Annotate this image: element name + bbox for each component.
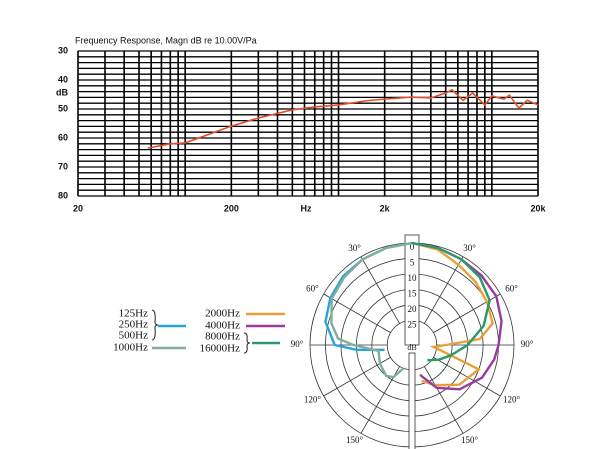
polar-curve: [411, 241, 491, 362]
r-tick-label: 5: [410, 258, 415, 268]
y-tick-label: 50: [58, 103, 68, 113]
legend-brace: [243, 332, 251, 354]
polar-curve: [330, 241, 413, 379]
angle-label: 150°: [461, 435, 479, 445]
angle-label: 120°: [304, 395, 322, 405]
x-tick-label: 20: [73, 203, 83, 213]
r-tick-label: 0: [410, 242, 415, 252]
legend-label: 8000Hz: [205, 331, 240, 343]
spoke: [424, 366, 464, 434]
y-tick-label: 30: [58, 45, 68, 55]
x-tick-label: 2k: [380, 203, 391, 213]
x-tick-label: 200: [224, 203, 239, 213]
legend-label: 4000Hz: [205, 320, 240, 332]
spoke: [360, 256, 400, 324]
legend-label: 16000Hz: [200, 343, 240, 355]
angle-label: 120°: [503, 395, 521, 405]
polar-curve: [411, 241, 494, 387]
angle-label: 90°: [521, 339, 534, 349]
rear-slit: [408, 352, 416, 449]
y-tick-label: 70: [58, 161, 68, 171]
x-tick-label: 20k: [530, 203, 546, 213]
r-tick-label: 20: [408, 304, 418, 314]
y-axis-label: dB: [56, 87, 68, 97]
polar-curve: [324, 241, 413, 352]
legend-label: 125Hz: [119, 308, 148, 320]
angle-label: 30°: [348, 243, 361, 253]
response-line: [147, 88, 539, 149]
r-tick-label: 10: [408, 273, 418, 283]
r-axis-label: dB: [407, 343, 416, 352]
label-strip: [404, 234, 420, 346]
angle-label: 150°: [346, 435, 364, 445]
angle-label: 30°: [463, 243, 476, 253]
r-tick-label: 15: [408, 288, 418, 298]
spoke: [433, 357, 501, 397]
legend-label: 250Hz: [119, 319, 148, 331]
y-tick-label: 60: [58, 132, 68, 142]
angle-label: 60°: [505, 284, 518, 294]
angle-label: 60°: [306, 284, 319, 294]
spoke: [424, 256, 464, 324]
legend-brace: [151, 309, 159, 341]
chart-title: Frequency Response, Magn dB re 10.00V/Pa: [75, 35, 257, 45]
angle-label: 90°: [291, 339, 304, 349]
legend-label: 500Hz: [119, 330, 148, 342]
y-tick-label: 40: [58, 74, 68, 84]
legend-label: 1000Hz: [113, 342, 148, 354]
y-tick-label: 80: [58, 190, 68, 200]
r-tick-label: 25: [408, 319, 418, 329]
spoke: [323, 293, 391, 333]
legend-label: 2000Hz: [205, 308, 240, 320]
x-axis-label: Hz: [301, 203, 312, 213]
